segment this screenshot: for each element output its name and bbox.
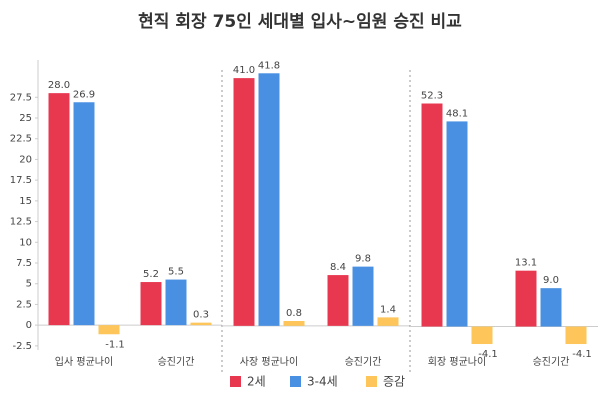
value-label: 52.3 (421, 91, 443, 102)
bar (233, 78, 255, 326)
bar (515, 270, 537, 327)
value-label: -1.1 (105, 339, 125, 350)
value-label: 9.8 (355, 254, 371, 265)
legend-label: 증감 (383, 375, 405, 389)
y-tick-label: 10 (19, 237, 32, 248)
y-tick-label: -2.5 (12, 341, 32, 352)
value-label: 9.0 (543, 275, 559, 286)
y-tick-label: 17.5 (10, 175, 32, 186)
bar (327, 275, 349, 326)
y-tick-label: 27.5 (10, 92, 32, 103)
bar (377, 317, 399, 326)
bar (98, 325, 120, 335)
bar (352, 266, 374, 326)
bar (283, 321, 305, 326)
value-label: 8.4 (330, 262, 346, 273)
value-label: 13.1 (515, 258, 537, 269)
bar (540, 288, 562, 327)
y-tick-label: 7.5 (16, 258, 32, 269)
x-tick-label: 입사 평균나이 (55, 355, 113, 368)
bar (421, 103, 443, 327)
y-tick-label: 22.5 (10, 134, 32, 145)
value-label: -4.1 (572, 349, 592, 360)
bar (165, 279, 187, 326)
value-label: 26.9 (73, 89, 95, 100)
legend-label: 2세 (247, 375, 266, 389)
bar (565, 326, 587, 345)
x-tick-label: 회장 평균나이 (428, 356, 486, 368)
y-tick-label: 20 (19, 154, 32, 165)
bar (190, 322, 212, 326)
legend-swatch (230, 376, 241, 387)
legend-swatch (290, 376, 301, 387)
y-tick-label: 0 (26, 320, 32, 331)
value-label: 0.8 (286, 308, 302, 319)
x-tick-label: 사장 평균나이 (240, 356, 298, 368)
y-tick-label: 12.5 (10, 217, 32, 228)
value-label: 5.5 (168, 267, 184, 278)
y-tick-label: 2.5 (16, 299, 32, 310)
legend-label: 3-4세 (307, 375, 338, 389)
bar (446, 121, 468, 327)
x-tick-label: 승진기간 (345, 356, 382, 368)
bar (48, 93, 70, 326)
bar (73, 102, 95, 326)
x-tick-label: 승진기간 (158, 356, 195, 368)
value-label: 0.3 (193, 310, 209, 321)
value-label: 41.8 (258, 60, 280, 71)
y-tick-label: 25 (19, 113, 32, 124)
y-tick-label: 15 (19, 196, 32, 207)
value-label: 1.4 (380, 304, 396, 315)
chart-title: 현직 회장 75인 세대별 입사~임원 승진 비교 (138, 11, 462, 32)
bar (140, 282, 162, 326)
bar (258, 73, 280, 326)
bar (471, 326, 493, 345)
legend-swatch (366, 376, 377, 387)
x-tick-label: 승진기간 (533, 356, 570, 368)
value-label: 28.0 (48, 80, 70, 91)
y-tick-label: 5 (26, 279, 32, 290)
value-label: 5.2 (143, 269, 159, 280)
value-label: 48.1 (446, 108, 468, 119)
value-label: 41.0 (233, 65, 255, 76)
value-label: -4.1 (478, 349, 498, 360)
